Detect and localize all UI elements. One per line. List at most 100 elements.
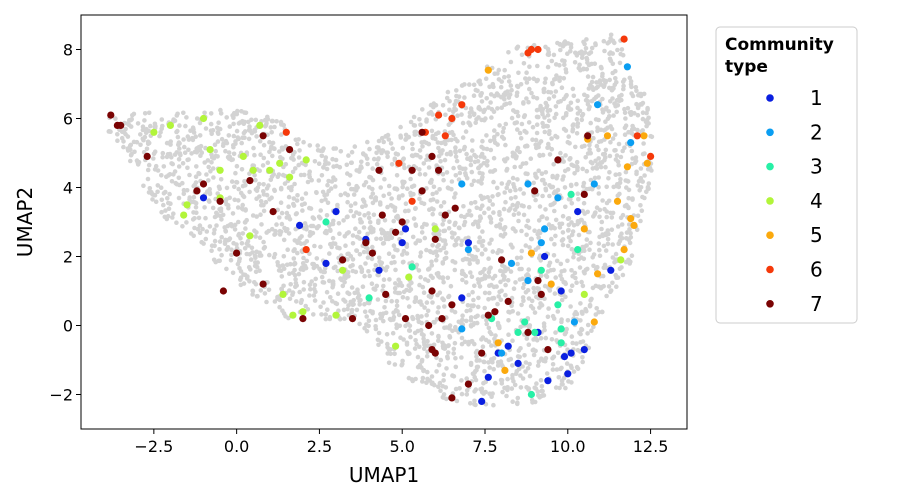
background-point [577, 62, 582, 68]
data-point-community-2 [570, 318, 579, 326]
background-point [318, 304, 323, 310]
data-point-community-4 [332, 311, 340, 319]
background-point [359, 266, 365, 272]
background-point [194, 210, 199, 215]
background-point [491, 155, 497, 161]
background-point [224, 185, 230, 191]
background-point [349, 285, 355, 290]
background-point [402, 208, 408, 214]
background-point [484, 163, 490, 168]
background-point [558, 99, 563, 104]
background-point [585, 94, 590, 99]
background-point [168, 201, 173, 206]
background-point [140, 127, 146, 133]
background-point [436, 273, 441, 279]
background-point [607, 56, 613, 62]
background-point [276, 268, 282, 273]
background-point [551, 267, 556, 273]
background-point [266, 228, 272, 234]
background-point [564, 111, 569, 116]
background-point [477, 218, 482, 224]
background-point [400, 361, 405, 367]
background-point [395, 152, 401, 157]
legend-marker-2 [766, 128, 774, 137]
background-point [334, 301, 340, 307]
background-point [358, 297, 363, 303]
data-point-community-7 [438, 315, 446, 323]
background-point [588, 298, 593, 303]
background-point [634, 88, 639, 94]
background-point [268, 125, 274, 130]
background-point [468, 200, 474, 206]
data-point-community-7 [259, 280, 267, 288]
background-point [146, 162, 152, 168]
background-point [474, 354, 479, 359]
background-point [304, 239, 310, 244]
data-point-community-3 [567, 190, 575, 198]
background-point [482, 290, 488, 296]
background-point [483, 116, 488, 121]
background-point [488, 169, 493, 174]
background-point [142, 118, 147, 123]
background-point [182, 144, 187, 150]
background-point [207, 199, 212, 204]
background-point [285, 247, 291, 252]
background-point [223, 138, 229, 144]
background-point [599, 65, 604, 71]
background-point [569, 334, 575, 339]
background-point [489, 115, 494, 120]
background-point [542, 181, 548, 186]
background-point [478, 93, 484, 98]
data-point-community-7 [269, 208, 277, 216]
background-point [482, 359, 487, 365]
background-point [553, 76, 558, 82]
background-point [426, 165, 432, 170]
background-point [595, 128, 600, 134]
background-point [515, 400, 520, 406]
background-point [234, 128, 240, 134]
background-point [243, 226, 248, 231]
background-point [501, 206, 507, 212]
background-point [601, 78, 607, 83]
data-point-community-5 [527, 249, 536, 257]
legend-marker-4 [766, 197, 774, 205]
background-point [169, 155, 174, 160]
background-point [472, 398, 477, 404]
background-point [357, 321, 362, 327]
background-point [292, 273, 298, 278]
background-point [568, 288, 573, 294]
background-point [513, 195, 518, 200]
background-point [207, 224, 213, 229]
background-point [190, 137, 196, 143]
background-point [350, 268, 356, 274]
background-point [526, 342, 532, 348]
background-point [327, 227, 333, 233]
background-point [603, 248, 609, 253]
background-point [244, 217, 249, 223]
background-point [366, 185, 372, 190]
background-point [121, 144, 126, 150]
background-point [476, 115, 481, 120]
background-point [617, 180, 623, 185]
background-point [296, 162, 302, 168]
background-point [484, 96, 490, 101]
background-point [479, 99, 485, 104]
background-point [480, 174, 485, 180]
background-point [189, 151, 194, 156]
background-point [487, 329, 493, 335]
background-point [553, 104, 559, 109]
background-point [618, 154, 624, 160]
background-point [237, 266, 242, 271]
background-point [461, 204, 466, 209]
background-point [562, 58, 567, 64]
background-point [457, 148, 463, 154]
legend-marker-6 [766, 265, 774, 274]
background-point [236, 121, 242, 126]
background-point [488, 100, 493, 105]
background-point [645, 166, 651, 172]
background-point [499, 181, 505, 186]
background-point [642, 173, 647, 178]
background-point [395, 248, 400, 253]
background-point [277, 215, 282, 220]
background-point [319, 198, 325, 204]
